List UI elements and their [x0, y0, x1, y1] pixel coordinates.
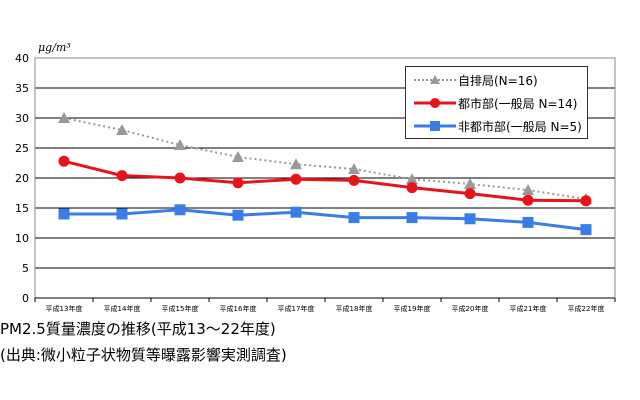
data-point-square — [116, 208, 128, 220]
y-tick-label: 25 — [15, 142, 29, 155]
data-point-circle — [406, 182, 418, 194]
legend-triangle-dashed-icon — [414, 75, 456, 84]
data-point-circle — [174, 172, 186, 184]
x-tick-label: 平成18年度 — [336, 304, 373, 313]
data-point-square — [58, 208, 70, 220]
legend-circle-red-icon — [414, 98, 456, 108]
legend-label-urban: 都市部(一般局 N=14) — [458, 97, 578, 111]
series-line — [63, 159, 587, 203]
data-point-triangle — [348, 163, 360, 174]
x-tick-label: 平成22年度 — [568, 304, 605, 313]
x-tick-label: 平成13年度 — [46, 304, 83, 313]
x-tick-label: 平成20年度 — [452, 304, 489, 313]
y-tick-label: 30 — [15, 112, 29, 125]
data-point-triangle — [522, 184, 534, 195]
series-line — [63, 117, 587, 200]
data-point-circle — [464, 188, 476, 200]
data-point-circle — [232, 177, 244, 189]
legend-item-roadside: 自排局(N=16) — [406, 71, 587, 89]
x-tick-label: 平成21年度 — [510, 304, 547, 313]
data-point-square — [232, 209, 244, 221]
series-line — [64, 208, 587, 232]
data-point-circle — [348, 174, 360, 186]
y-axis-unit-label: μg/m³ — [38, 41, 71, 54]
data-point-square — [464, 213, 476, 225]
data-point-square — [290, 206, 302, 218]
data-point-triangle — [464, 178, 476, 189]
data-point-square — [348, 212, 360, 224]
data-point-triangle — [232, 151, 244, 162]
data-point-circle — [116, 170, 128, 182]
data-point-triangle — [406, 173, 418, 185]
data-point-square — [522, 216, 534, 228]
x-tick-label: 平成14年度 — [104, 304, 141, 313]
chart-legend: 自排局(N=16) 都市部(一般局 N=14) 非都市部(一般局 N=5) — [405, 66, 588, 139]
x-tick-label: 平成17年度 — [278, 304, 315, 313]
legend-label-nonurban: 非都市部(一般局 N=5) — [458, 120, 582, 134]
data-point-square — [406, 212, 418, 224]
legend-label-roadside: 自排局(N=16) — [458, 74, 538, 88]
y-tick-label: 35 — [15, 82, 29, 95]
data-point-circle — [580, 195, 592, 207]
legend-item-nonurban: 非都市部(一般局 N=5) — [406, 117, 587, 135]
y-tick-label: 40 — [15, 52, 29, 65]
y-tick-label: 20 — [15, 172, 29, 185]
data-point-square — [580, 224, 592, 236]
data-point-square — [174, 204, 186, 216]
y-tick-label: 5 — [22, 262, 29, 275]
data-point-triangle — [58, 112, 70, 123]
y-tick-label: 10 — [15, 232, 29, 245]
x-tick-label: 平成15年度 — [162, 304, 199, 313]
figure-caption-source: (出典:微小粒子状物質等曝露影響実測調査) — [0, 346, 287, 364]
data-point-circle — [290, 173, 302, 185]
x-tick-label: 平成19年度 — [394, 304, 431, 313]
y-tick-label: 15 — [15, 202, 29, 215]
legend-item-urban: 都市部(一般局 N=14) — [406, 94, 587, 112]
data-point-circle — [58, 155, 70, 167]
data-point-circle — [522, 194, 534, 206]
x-tick-label: 平成16年度 — [220, 304, 257, 313]
data-point-triangle — [290, 158, 302, 170]
pm25-line-chart: 0 5 10 15 20 25 30 35 40 平成13年度 平成14年度 平成15年度 平成16年度… — [15, 52, 616, 313]
figure-caption-title: PM2.5質量濃度の推移(平成13〜22年度) — [0, 320, 276, 338]
data-point-triangle — [116, 124, 128, 135]
y-tick-label: 0 — [22, 292, 29, 305]
data-point-triangle — [174, 139, 186, 150]
legend-square-blue-icon — [414, 121, 456, 131]
